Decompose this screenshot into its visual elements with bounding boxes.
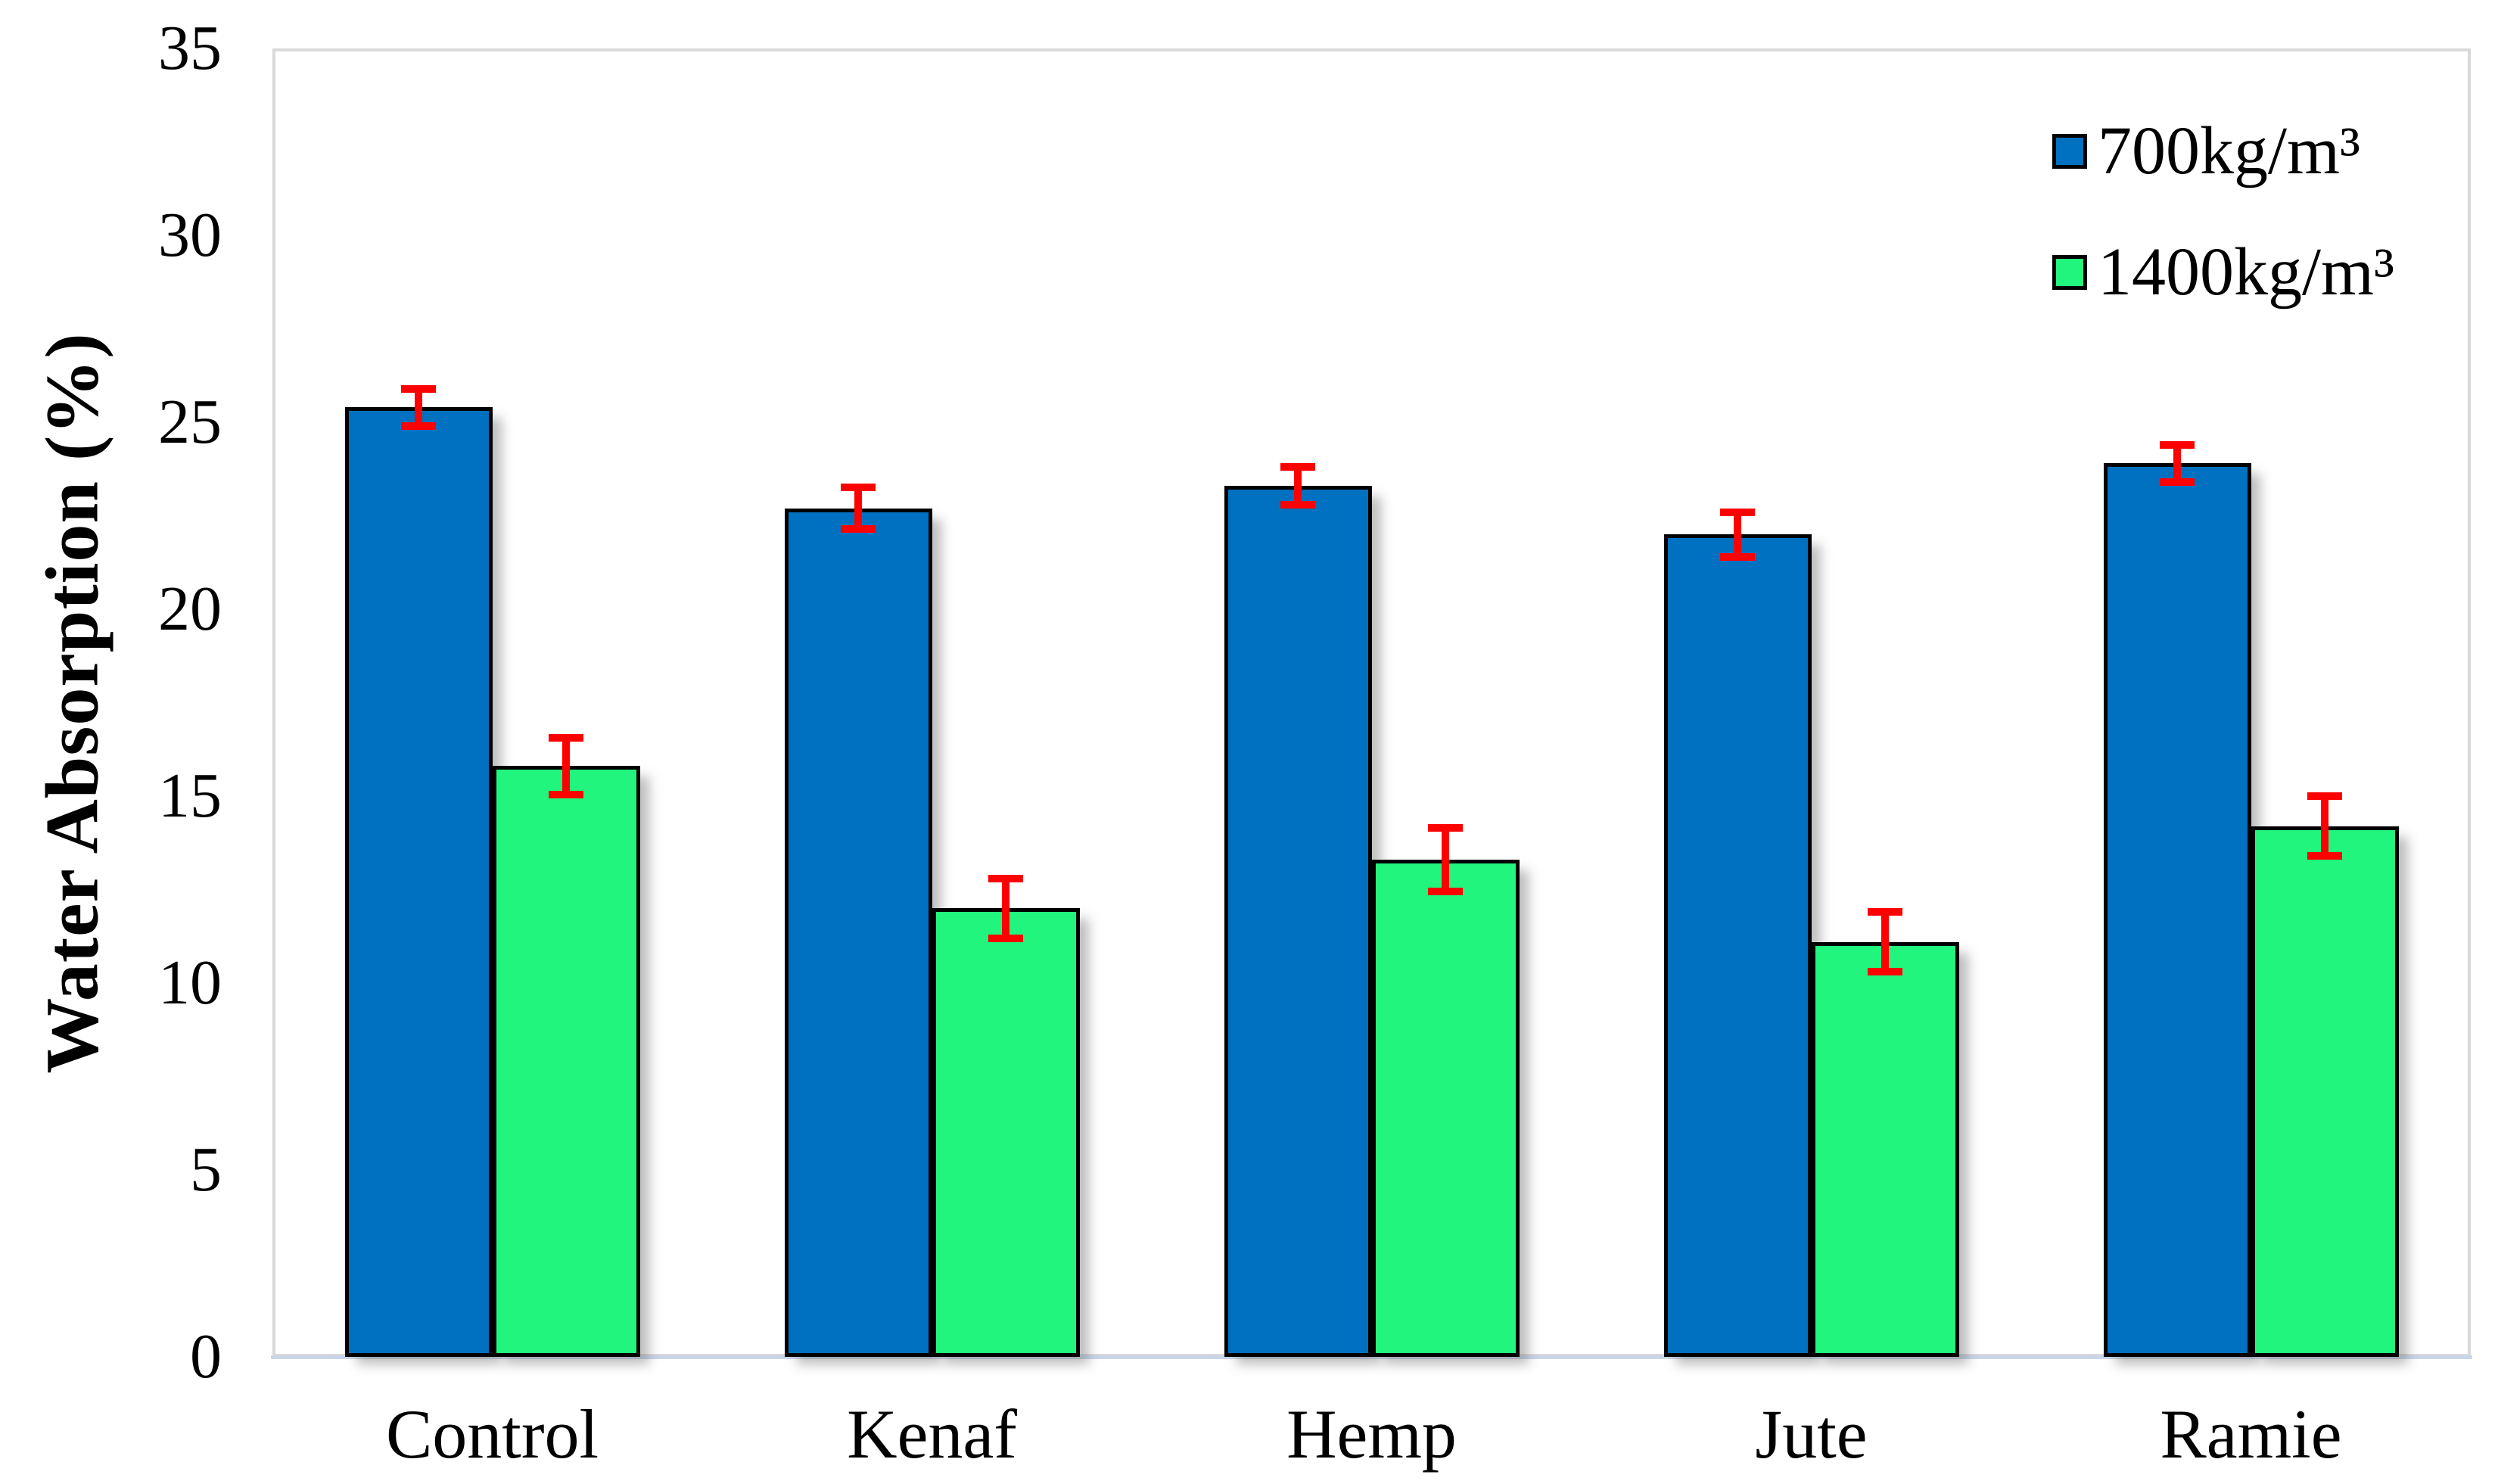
error-bar-bottom-cap — [841, 524, 876, 533]
legend-label: 1400kg/m³ — [2098, 235, 2394, 310]
bar-jute-700kg-m — [1663, 534, 1812, 1357]
error-bar-top-cap — [549, 734, 583, 742]
error-bar-top-cap — [401, 384, 436, 393]
error-bar — [1442, 827, 1449, 891]
x-axis-category-label: Control — [385, 1395, 599, 1473]
legend-item-700kg-m: 700kg/m³ — [2052, 117, 2360, 185]
y-tick-label: 35 — [158, 13, 222, 83]
error-bar — [1002, 878, 1009, 938]
y-tick-label: 20 — [158, 574, 222, 644]
error-bar-bottom-cap — [2307, 852, 2342, 860]
legend-color-swatch — [2052, 255, 2087, 290]
y-tick-label: 5 — [190, 1134, 222, 1205]
error-bar-top-cap — [2160, 440, 2195, 449]
y-tick-label: 25 — [158, 387, 222, 457]
x-axis-category-label: Jute — [1755, 1395, 1868, 1473]
error-bar-top-cap — [988, 874, 1023, 882]
bar-hemp-1400kg-m — [1371, 859, 1520, 1357]
error-bar — [562, 738, 570, 795]
x-axis-line — [271, 1355, 2472, 1359]
y-tick-label: 10 — [158, 947, 222, 1018]
x-axis-category-label: Hemp — [1286, 1395, 1457, 1473]
error-bar-bottom-cap — [1280, 500, 1315, 509]
error-bar — [2321, 796, 2328, 857]
error-bar — [1734, 512, 1741, 557]
legend-color-swatch — [2052, 134, 2087, 169]
y-tick-label: 0 — [190, 1321, 222, 1392]
y-tick-label: 30 — [158, 200, 222, 270]
bar-control-1400kg-m — [492, 766, 640, 1357]
bar-kenaf-1400kg-m — [932, 908, 1080, 1357]
bar-jute-1400kg-m — [1811, 941, 1959, 1357]
error-bar-top-cap — [1280, 463, 1315, 471]
error-bar-bottom-cap — [1428, 887, 1463, 895]
error-bar — [415, 388, 422, 426]
bar-hemp-700kg-m — [1224, 485, 1372, 1357]
y-tick-label: 15 — [158, 761, 222, 831]
error-bar-bottom-cap — [988, 934, 1023, 942]
bar-kenaf-700kg-m — [784, 508, 932, 1357]
bar-ramie-700kg-m — [2103, 463, 2251, 1357]
error-bar-top-cap — [841, 484, 876, 492]
error-bar-top-cap — [1720, 508, 1755, 516]
bar-control-700kg-m — [344, 407, 493, 1357]
error-bar-top-cap — [2307, 792, 2342, 800]
error-bar — [854, 487, 862, 529]
error-bar — [1294, 467, 1302, 505]
error-bar-bottom-cap — [1720, 552, 1755, 561]
error-bar-top-cap — [1428, 823, 1463, 832]
error-bar-bottom-cap — [401, 422, 436, 430]
x-axis-category-label: Kenaf — [847, 1395, 1017, 1473]
error-bar-bottom-cap — [1868, 968, 1902, 976]
legend-item-1400kg-m: 1400kg/m³ — [2052, 238, 2394, 306]
error-bar-bottom-cap — [549, 790, 583, 798]
error-bar-top-cap — [1868, 908, 1902, 916]
x-axis-category-label: Ramie — [2160, 1395, 2342, 1473]
bar-ramie-1400kg-m — [2251, 826, 2399, 1357]
error-bar-bottom-cap — [2160, 478, 2195, 487]
legend-label: 700kg/m³ — [2098, 114, 2360, 188]
error-bar — [1881, 912, 1889, 972]
error-bar — [2173, 444, 2181, 483]
